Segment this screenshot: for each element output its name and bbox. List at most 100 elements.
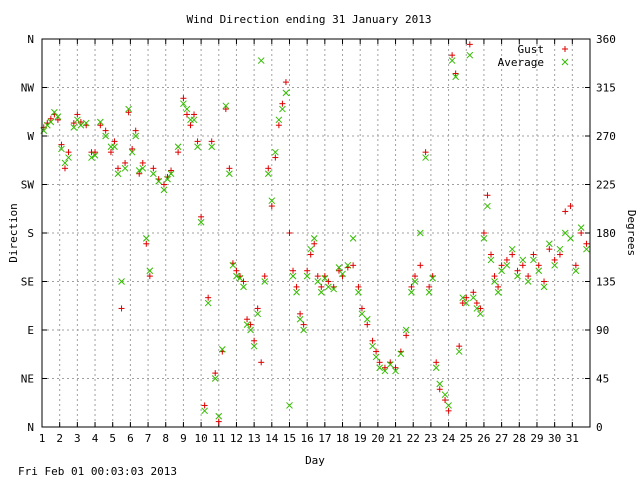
gust-point: [373, 348, 380, 355]
x-tick-label: 9: [180, 432, 187, 445]
average-point: [540, 283, 548, 291]
gust-point: [215, 418, 222, 425]
average-marker-b: [218, 346, 226, 353]
average-marker-b: [397, 350, 405, 358]
footer-timestamp: Fri Feb 01 00:03:03 2013: [18, 465, 177, 478]
average-point: [51, 108, 58, 116]
x-tick-labels: 1 2 3 4 5 6 7 8 9 10 11 12 13 14 15 16 17 18 19 20 21 22 23 24 2…: [39, 432, 579, 445]
average-point: [572, 267, 580, 275]
average-marker-b: [422, 154, 429, 161]
average-marker-b: [208, 143, 216, 151]
average-point: [65, 154, 72, 161]
average-point: [160, 186, 168, 194]
average-marker-b: [289, 272, 297, 280]
gust-point: [300, 321, 307, 328]
gust-point: [572, 262, 579, 269]
average-marker-b: [432, 364, 440, 372]
y-tick-label-left: SW: [21, 179, 35, 192]
average-marker-b: [325, 283, 332, 291]
average-marker-b: [197, 218, 205, 226]
average-point: [355, 288, 362, 296]
average-point: [300, 326, 307, 334]
gust-point: [551, 256, 558, 263]
x-tick-label: 26: [477, 432, 490, 445]
legend-label: Average: [498, 56, 544, 69]
average-marker-b: [567, 235, 574, 242]
gust-point: [118, 305, 125, 312]
average-marker-b: [487, 256, 495, 264]
average-point: [473, 305, 481, 312]
average-marker-b: [121, 164, 129, 172]
average-marker-b: [77, 121, 85, 129]
average-point: [392, 367, 399, 375]
average-point: [275, 116, 283, 124]
gust-point: [350, 262, 357, 269]
average-marker-b: [236, 274, 244, 282]
average-point: [279, 105, 286, 113]
average-point: [530, 256, 537, 264]
average-point: [58, 145, 65, 153]
x-tick-label: 18: [336, 432, 349, 445]
gust-point: [272, 154, 279, 161]
average-marker-b: [229, 261, 237, 269]
average-marker-b: [243, 321, 251, 328]
x-tick-label: 10: [194, 432, 207, 445]
average-point: [545, 240, 553, 248]
average-marker-b: [183, 105, 191, 113]
gust-point: [477, 305, 484, 312]
average-marker-b: [61, 159, 69, 167]
gust-point: [150, 165, 157, 172]
average-marker-b: [363, 315, 371, 323]
gust-point: [286, 230, 293, 236]
gust-point: [562, 208, 569, 215]
average-marker-b: [233, 272, 240, 280]
average-marker-b: [167, 170, 175, 178]
x-tick-label: 6: [127, 432, 134, 445]
average-point: [135, 167, 143, 174]
average-marker-b: [82, 119, 90, 127]
average-point: [441, 391, 449, 399]
average-point: [142, 235, 150, 242]
gust-point: [258, 359, 265, 366]
gust-point: [408, 283, 415, 290]
average-point: [236, 274, 244, 282]
y-tick-label-right: 225: [596, 179, 616, 192]
gust-point: [143, 240, 150, 247]
average-point: [128, 148, 136, 156]
gust-point: [168, 167, 175, 174]
average-point: [150, 170, 157, 178]
gust-point: [392, 364, 399, 371]
average-point: [508, 245, 516, 253]
average-point: [381, 367, 389, 375]
average-marker-b: [494, 288, 502, 296]
gust-point: [160, 181, 167, 188]
gust-point: [433, 359, 440, 366]
average-marker-b: [296, 315, 304, 323]
average-marker-b: [339, 270, 346, 278]
average-marker-b: [540, 283, 548, 291]
average-marker-b: [201, 407, 208, 415]
average-marker-b: [402, 326, 410, 334]
y-tick-labels-left: N NE E SE S SW W NW N: [21, 33, 35, 434]
x-tick-label: 16: [301, 432, 314, 445]
average-point: [190, 116, 198, 124]
average-marker-b: [47, 118, 55, 126]
average-marker-b: [535, 267, 543, 275]
average-marker-b: [452, 73, 460, 81]
gust-point: [546, 246, 553, 253]
average-marker-b: [150, 170, 157, 178]
average-marker-b: [508, 245, 516, 253]
average-marker-b: [254, 310, 262, 318]
x-axis-label: Day: [305, 454, 325, 467]
average-point: [583, 245, 590, 253]
gust-point: [463, 294, 470, 301]
average-point: [411, 278, 419, 285]
gust-point: [509, 251, 516, 258]
average-marker-b: [330, 285, 338, 293]
average-marker-b: [58, 145, 65, 153]
gust-point: [275, 122, 282, 129]
average-point: [317, 288, 325, 296]
gust-point: [495, 283, 502, 290]
average-point: [491, 278, 498, 285]
